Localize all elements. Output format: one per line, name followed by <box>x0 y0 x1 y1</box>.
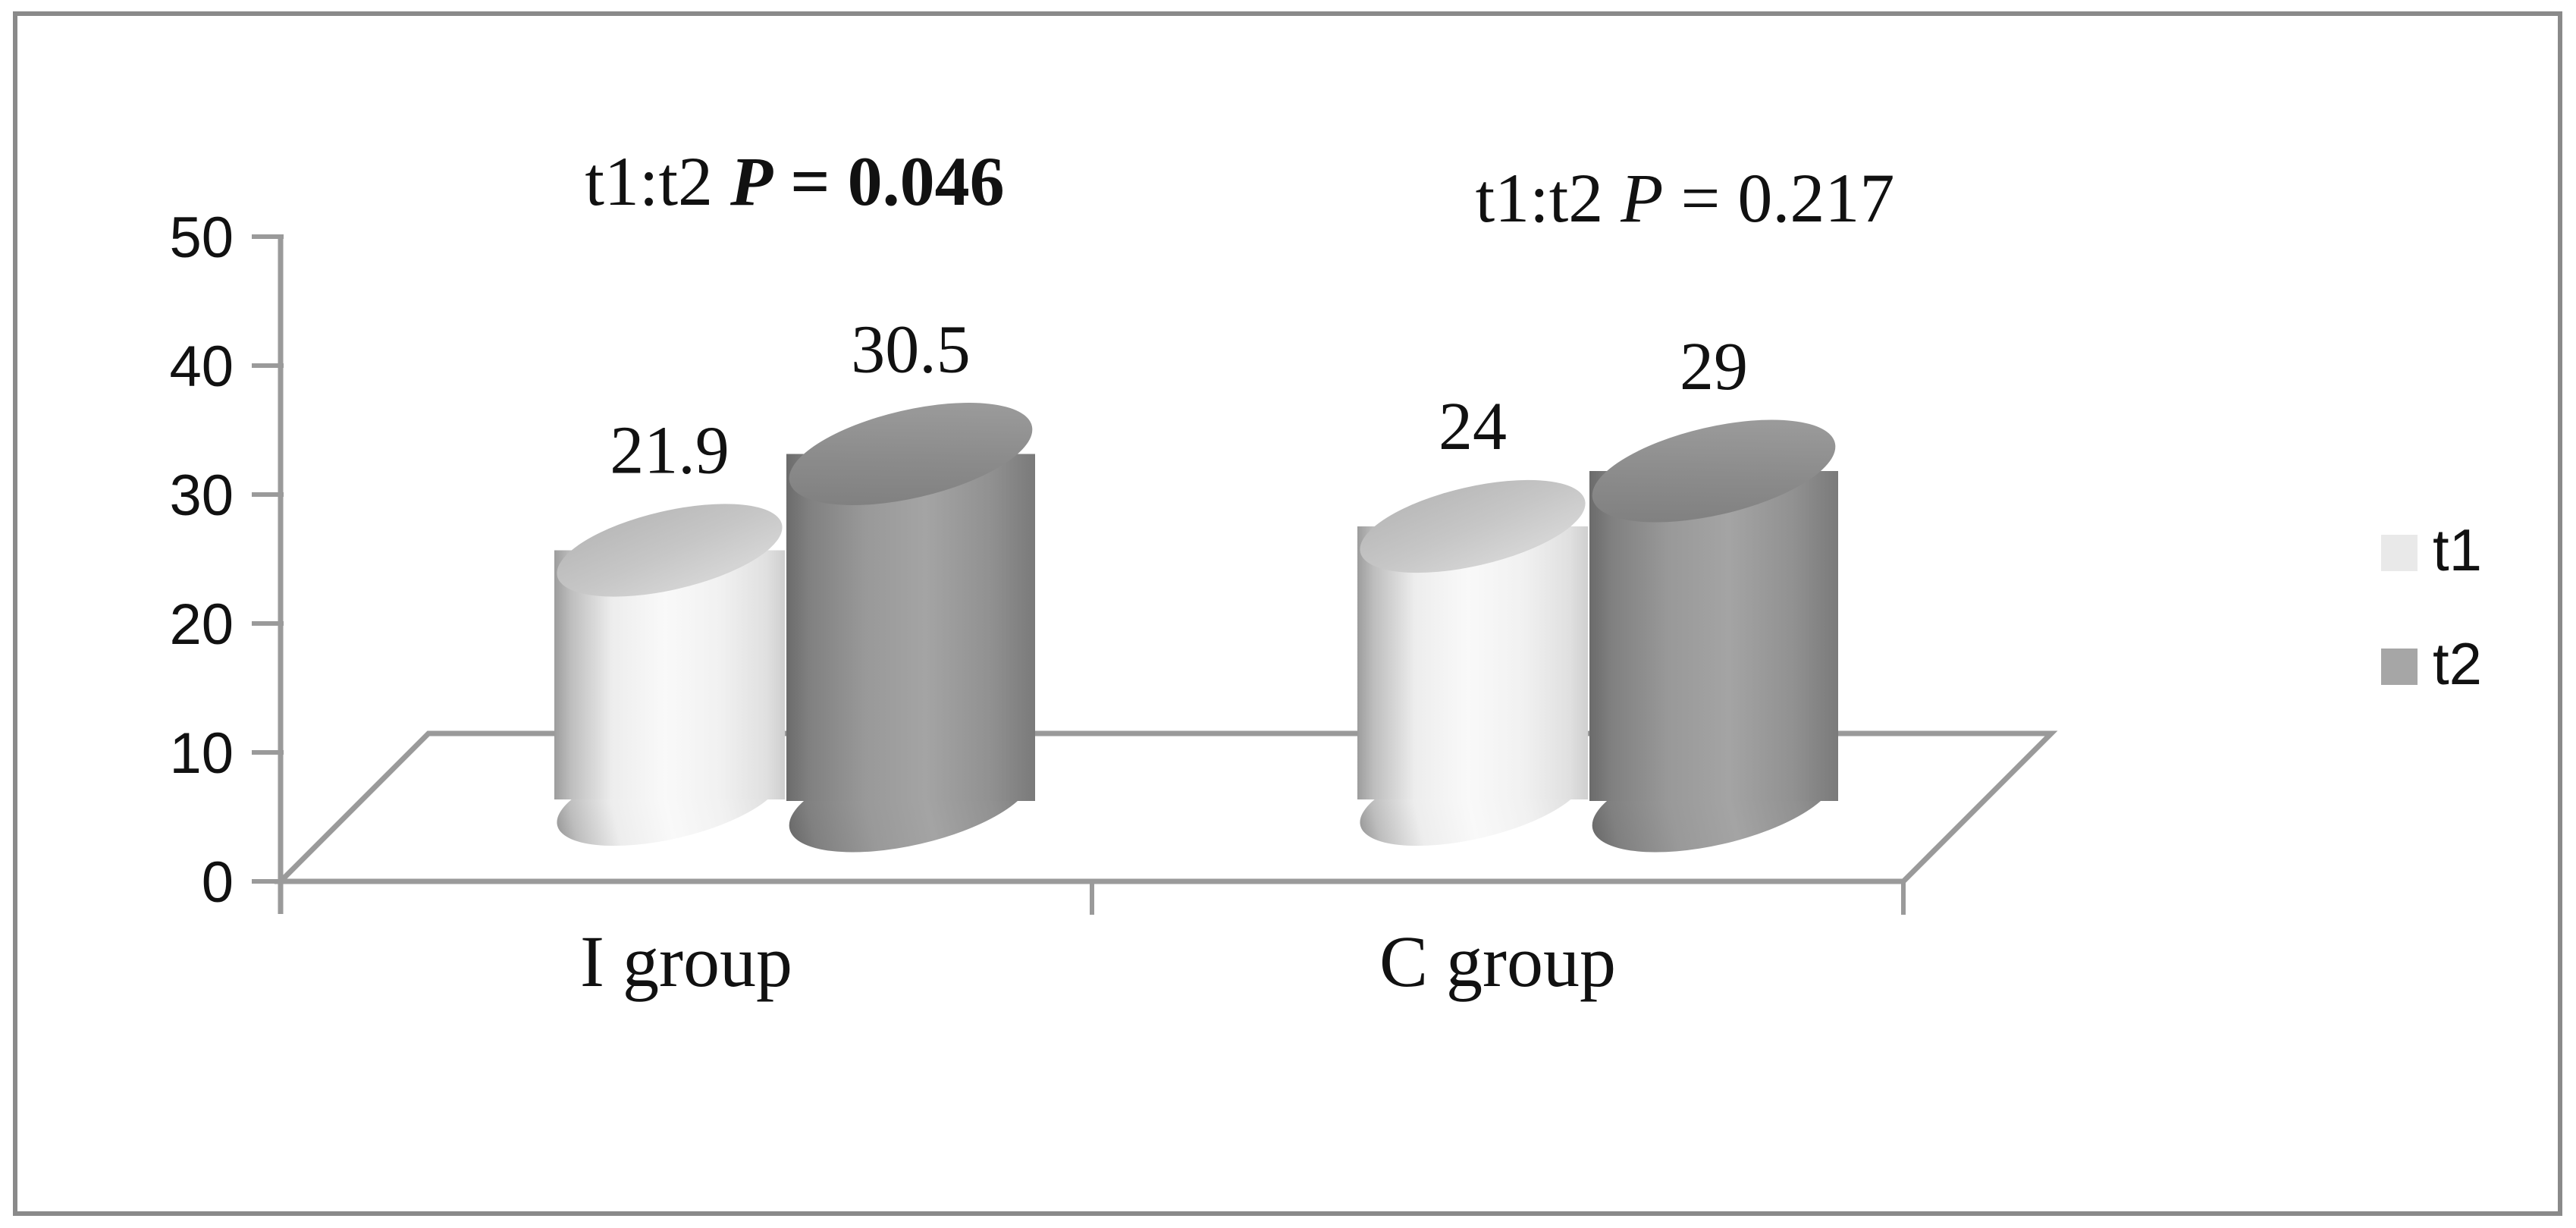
figure-border <box>13 11 2562 1216</box>
annotation-prefix: t1:t2 <box>585 143 730 220</box>
cylinder-t2-i-group-body <box>786 454 1035 801</box>
annotation-pvalue: t1:t2 P = 0.217 <box>1476 159 1895 237</box>
floor-plane <box>274 730 2058 884</box>
data-label: 30.5 <box>851 312 971 388</box>
category-label: I group <box>580 921 792 1002</box>
data-label: 21.9 <box>610 413 730 488</box>
annotation-pvalue: t1:t2 P = 0.046 <box>585 143 1004 220</box>
annotation-value: = 0.217 <box>1664 159 1895 237</box>
annotation-value: = 0.046 <box>773 143 1004 220</box>
cylinder-t1-c-group-body <box>1357 526 1588 799</box>
cylinder-t1-i-group-top <box>557 504 783 597</box>
y-tick-label: 10 <box>169 721 234 786</box>
y-tick-label: 0 <box>202 850 234 915</box>
annotation-p-symbol: P <box>1620 159 1663 237</box>
y-tick-label: 40 <box>169 334 234 399</box>
legend-label-t2: t2 <box>2433 630 2482 697</box>
y-tick-label: 50 <box>169 206 234 270</box>
data-label: 24 <box>1439 389 1507 464</box>
data-label: 29 <box>1680 329 1748 404</box>
y-tick-label: 30 <box>169 463 234 528</box>
category-label: C group <box>1379 921 1616 1002</box>
legend-label-t1: t1 <box>2433 517 2482 583</box>
legend-swatch-t2 <box>2381 649 2418 685</box>
cylinder-t1-c-group-top <box>1360 479 1586 573</box>
cylinder-t2-c-group-body <box>1589 471 1838 801</box>
y-tick-label: 20 <box>169 592 234 657</box>
cylinder-t2-c-group-top <box>1592 419 1836 523</box>
cylinder-t2-i-group-top <box>789 403 1033 505</box>
legend-swatch-t1 <box>2381 535 2418 571</box>
annotation-p-symbol: P <box>730 143 773 220</box>
annotation-prefix: t1:t2 <box>1476 159 1621 237</box>
